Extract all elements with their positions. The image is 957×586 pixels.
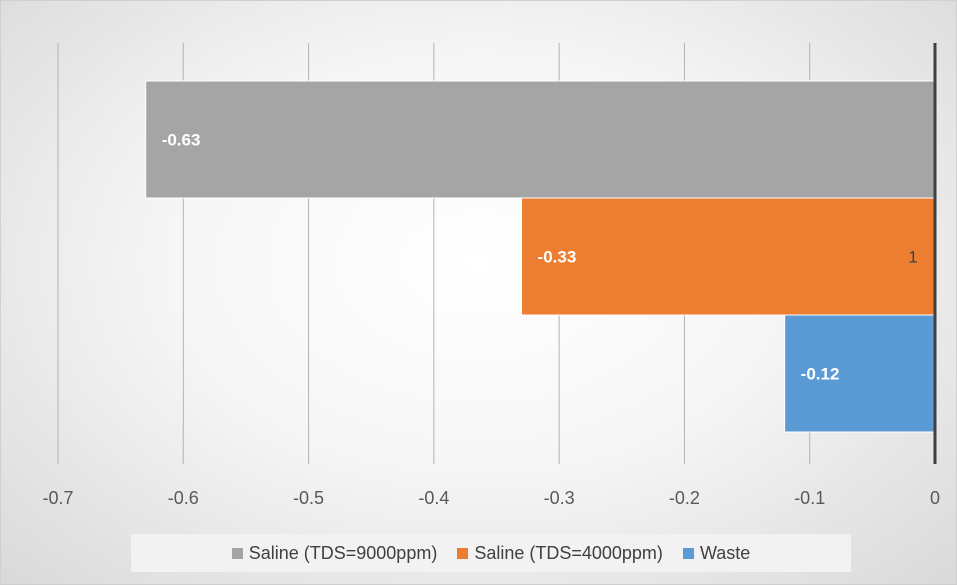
bar xyxy=(521,197,936,316)
legend-label-waste: Waste xyxy=(699,542,751,563)
data-label: -0.63 xyxy=(162,131,201,150)
legend-swatch-saline-4000 xyxy=(457,547,469,559)
x-tick-label: -0.4 xyxy=(418,488,449,508)
x-tick-label: -0.2 xyxy=(669,488,700,508)
category-label: 1 xyxy=(908,248,917,267)
bar xyxy=(784,314,936,433)
legend-item-saline-9000: Saline (TDS=9000ppm) xyxy=(231,542,438,564)
legend-label-saline-4000: Saline (TDS=4000ppm) xyxy=(474,542,663,563)
legend-item-waste: Waste xyxy=(682,542,751,564)
legend: Saline (TDS=9000ppm) Saline (TDS=4000ppm… xyxy=(131,534,851,572)
bar xyxy=(145,80,936,199)
x-tick-label: -0.7 xyxy=(42,488,73,508)
legend-label-saline-9000: Saline (TDS=9000ppm) xyxy=(248,542,438,563)
x-tick-label: -0.5 xyxy=(293,488,324,508)
data-label: -0.12 xyxy=(801,365,840,384)
x-tick-label: 0 xyxy=(930,488,940,508)
legend-swatch-waste xyxy=(682,547,694,559)
legend-swatch-saline-9000 xyxy=(231,547,243,559)
legend-item-saline-4000: Saline (TDS=4000ppm) xyxy=(457,543,663,564)
data-label: -0.33 xyxy=(538,248,577,267)
x-tick-label: -0.3 xyxy=(544,488,575,508)
x-tick-label: -0.1 xyxy=(794,488,825,508)
x-tick-label: -0.6 xyxy=(168,488,199,508)
